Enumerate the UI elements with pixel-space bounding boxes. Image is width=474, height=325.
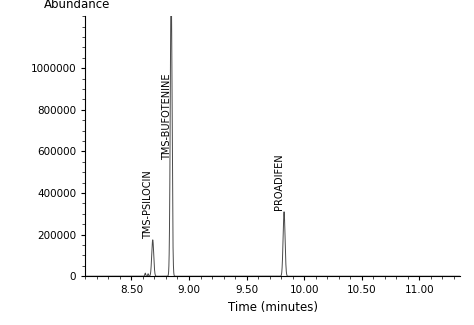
Text: TMS-PSILOCIN: TMS-PSILOCIN: [143, 170, 153, 239]
Text: PROADIFEN: PROADIFEN: [274, 153, 284, 210]
Text: TMS-BUFOTENINE: TMS-BUFOTENINE: [162, 73, 172, 160]
Text: Abundance: Abundance: [44, 0, 110, 11]
X-axis label: Time (minutes): Time (minutes): [228, 301, 318, 314]
